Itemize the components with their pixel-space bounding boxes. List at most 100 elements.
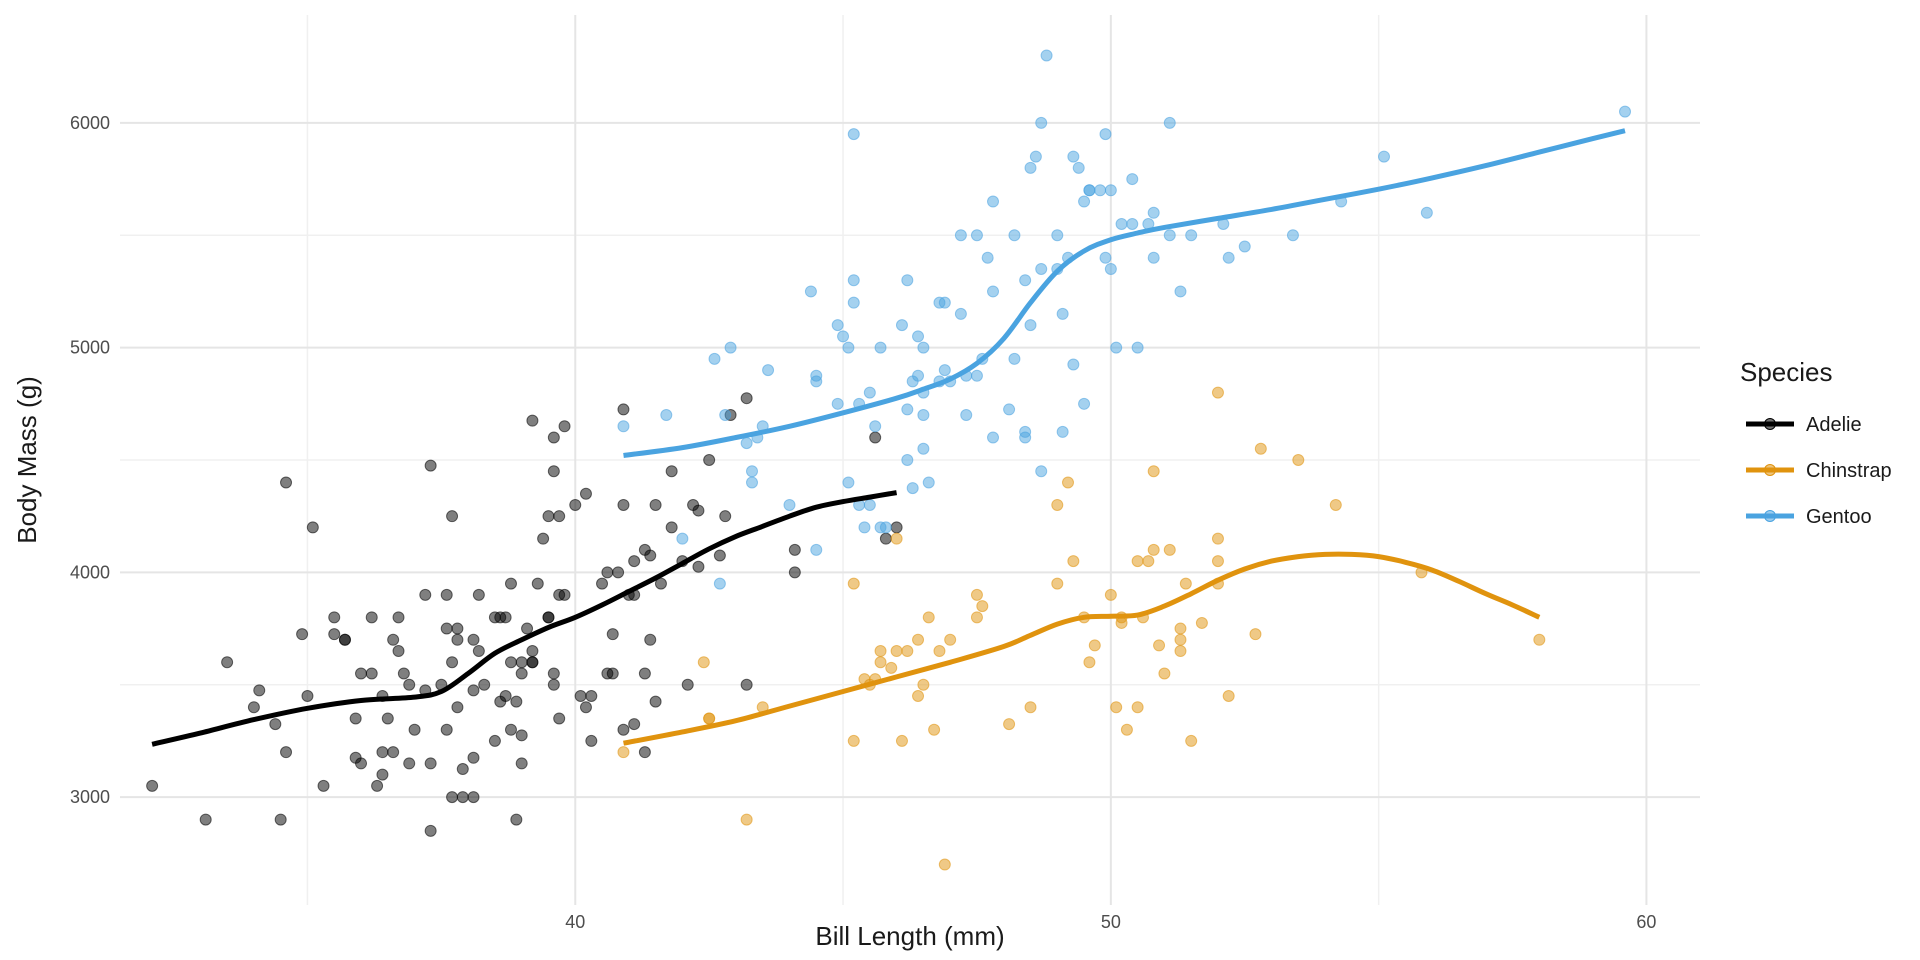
data-point-adelie xyxy=(617,403,630,416)
data-point-adelie xyxy=(585,734,598,747)
data-point-adelie xyxy=(387,746,400,759)
legend: Species Adelie Chinstrap Gentoo xyxy=(1740,357,1892,528)
x-tick-label: 60 xyxy=(1636,912,1656,932)
data-point-gentoo xyxy=(804,285,817,298)
data-point-gentoo xyxy=(740,437,753,450)
data-point-gentoo xyxy=(617,420,630,433)
data-point-gentoo xyxy=(783,498,796,511)
data-point-adelie xyxy=(446,656,459,669)
data-point-adelie xyxy=(274,813,287,826)
data-point-adelie xyxy=(628,555,641,568)
data-point-adelie xyxy=(553,712,566,725)
data-point-gentoo xyxy=(713,577,726,590)
data-point-adelie xyxy=(526,656,539,669)
data-point-adelie xyxy=(146,779,159,792)
data-point-gentoo xyxy=(1019,425,1032,438)
data-point-gentoo xyxy=(863,498,876,511)
data-point-adelie xyxy=(504,656,517,669)
data-point-gentoo xyxy=(879,521,892,534)
data-point-chinstrap xyxy=(1110,701,1123,714)
data-point-adelie xyxy=(596,577,609,590)
data-point-gentoo xyxy=(970,369,983,382)
data-point-adelie xyxy=(456,763,469,776)
data-point-chinstrap xyxy=(1249,628,1262,641)
data-point-adelie xyxy=(317,779,330,792)
data-point-gentoo xyxy=(1072,161,1085,174)
data-point-adelie xyxy=(488,611,501,624)
data-point-gentoo xyxy=(1185,229,1198,242)
data-point-chinstrap xyxy=(1051,498,1064,511)
data-point-adelie xyxy=(638,667,651,680)
data-point-adelie xyxy=(504,723,517,736)
data-point-chinstrap xyxy=(1024,701,1037,714)
data-point-adelie xyxy=(451,633,464,646)
data-point-adelie xyxy=(365,667,378,680)
data-point-adelie xyxy=(879,532,892,545)
data-point-gentoo xyxy=(1163,116,1176,129)
data-point-gentoo xyxy=(987,285,1000,298)
data-point-gentoo xyxy=(810,369,823,382)
data-point-gentoo xyxy=(917,341,930,354)
data-point-adelie xyxy=(440,622,453,635)
data-point-adelie xyxy=(387,633,400,646)
data-point-adelie xyxy=(403,757,416,770)
data-point-adelie xyxy=(638,543,651,556)
data-point-adelie xyxy=(397,667,410,680)
data-point-gentoo xyxy=(1238,240,1251,253)
data-point-gentoo xyxy=(660,409,673,422)
data-point-adelie xyxy=(472,645,485,658)
data-point-adelie xyxy=(692,504,705,517)
data-point-adelie xyxy=(376,768,389,781)
data-point-adelie xyxy=(547,465,560,478)
data-point-adelie xyxy=(606,667,619,680)
data-point-adelie xyxy=(553,510,566,523)
data-point-adelie xyxy=(349,712,362,725)
data-point-adelie xyxy=(355,667,368,680)
data-point-gentoo xyxy=(1222,251,1235,264)
data-point-adelie xyxy=(488,734,501,747)
data-point-chinstrap xyxy=(928,723,941,736)
data-point-adelie xyxy=(869,431,882,444)
data-point-chinstrap xyxy=(874,645,887,658)
data-point-gentoo xyxy=(1163,229,1176,242)
data-point-chinstrap xyxy=(1158,667,1171,680)
data-point-gentoo xyxy=(901,274,914,287)
data-point-chinstrap xyxy=(1147,465,1160,478)
data-point-gentoo xyxy=(1078,195,1091,208)
y-tick-label: 3000 xyxy=(70,787,110,807)
data-point-adelie xyxy=(579,487,592,500)
data-point-chinstrap xyxy=(1174,633,1187,646)
data-point-gentoo xyxy=(901,454,914,466)
data-point-gentoo xyxy=(912,369,925,382)
data-point-chinstrap xyxy=(895,734,908,747)
data-point-gentoo xyxy=(1056,307,1069,320)
data-point-adelie xyxy=(456,791,469,804)
data-point-adelie xyxy=(558,420,571,433)
data-point-gentoo xyxy=(1078,397,1091,410)
data-point-gentoo xyxy=(981,251,994,264)
data-point-chinstrap xyxy=(1174,622,1187,635)
data-point-chinstrap xyxy=(1067,555,1080,568)
data-point-gentoo xyxy=(1067,358,1080,371)
data-point-gentoo xyxy=(847,296,860,309)
data-point-adelie xyxy=(617,723,630,736)
data-point-adelie xyxy=(574,689,587,702)
data-point-adelie xyxy=(515,729,528,742)
data-point-adelie xyxy=(553,588,566,601)
data-point-chinstrap xyxy=(1179,577,1192,590)
data-point-gentoo xyxy=(1378,150,1390,163)
data-point-adelie xyxy=(371,779,384,792)
data-point-gentoo xyxy=(1147,251,1160,264)
data-point-chinstrap xyxy=(1222,689,1235,702)
data-point-chinstrap xyxy=(1195,616,1208,629)
data-point-adelie xyxy=(665,521,678,534)
data-point-adelie xyxy=(467,751,480,764)
data-point-gentoo xyxy=(895,319,908,332)
data-point-adelie xyxy=(478,678,491,691)
data-point-chinstrap xyxy=(912,633,925,646)
y-tick-label: 4000 xyxy=(70,562,110,582)
data-point-gentoo xyxy=(1003,403,1016,416)
data-point-gentoo xyxy=(1008,352,1021,365)
data-point-chinstrap xyxy=(1062,476,1074,489)
